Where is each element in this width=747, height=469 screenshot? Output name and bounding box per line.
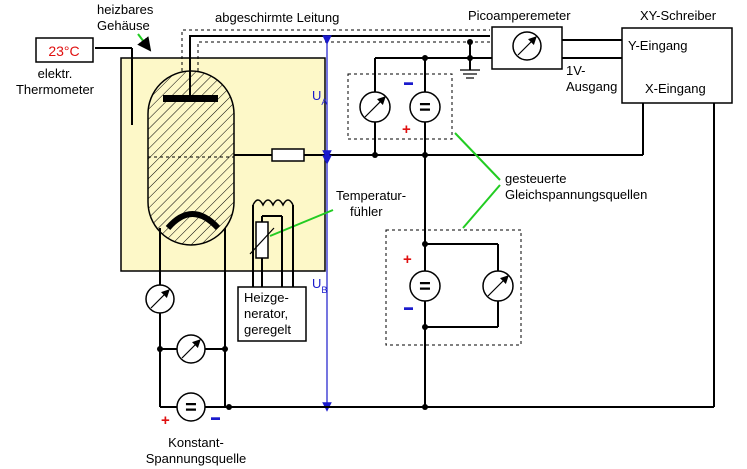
picoammeter-label: Picoamperemeter — [468, 8, 571, 23]
housing-pointer — [137, 33, 152, 52]
housing-label-2: Gehäuse — [97, 18, 150, 33]
controlled-source-b-box — [385, 229, 522, 346]
thermometer-label-1: elektr. — [38, 66, 73, 81]
temp-sensor-label-2: fühler — [350, 204, 383, 219]
heater-coil — [252, 199, 294, 207]
source-a-plus: + — [402, 121, 411, 138]
constant-source-symbol: = — [185, 397, 197, 419]
ub-label: UB — [312, 276, 327, 295]
output-1v-label-2: Ausgang — [566, 79, 617, 94]
controlled-sources-label-1: gesteuerte — [505, 171, 566, 186]
anode-plate — [163, 95, 218, 102]
voltage-source-a-symbol: = — [419, 97, 431, 119]
temp-sensor — [255, 221, 269, 259]
constant-source-label-1: Konstant- — [168, 435, 224, 450]
output-1v-label-1: 1V- — [566, 63, 586, 78]
constant-source-label-2: Spannungsquelle — [146, 451, 246, 466]
xy-recorder-box — [621, 27, 733, 104]
y-input-label: Y-Eingang — [628, 38, 688, 53]
ua-label: UA — [312, 88, 327, 107]
thermometer-label-2: Thermometer — [16, 82, 95, 97]
source-b-minus: ▬ — [404, 302, 413, 312]
heat-generator-box — [237, 286, 307, 342]
constant-source-minus: ▬ — [211, 412, 220, 422]
constant-source-plus: + — [161, 412, 170, 429]
shielded-cable-label: abgeschirmte Leitung — [215, 10, 339, 25]
heat-generator-label-1: Heizge- — [244, 290, 289, 305]
xy-recorder-label: XY-Schreiber — [640, 8, 717, 23]
heat-generator-label-2: nerator, — [244, 306, 288, 321]
thermometer-value: 23°C — [48, 43, 79, 59]
x-input-label: X-Eingang — [645, 81, 706, 96]
thermometer-display — [35, 37, 94, 63]
source-a-minus: ▬ — [404, 77, 413, 87]
source-b-plus: + — [403, 251, 412, 268]
temp-sensor-label-1: Temperatur- — [336, 188, 406, 203]
heat-generator-label-3: geregelt — [244, 322, 291, 337]
voltage-source-b-symbol: = — [419, 276, 431, 298]
housing-label-1: heizbares — [97, 2, 154, 17]
cathode-arc — [165, 211, 221, 231]
resistor — [271, 148, 305, 162]
controlled-sources-label-2: Gleichspannungsquellen — [505, 187, 647, 202]
